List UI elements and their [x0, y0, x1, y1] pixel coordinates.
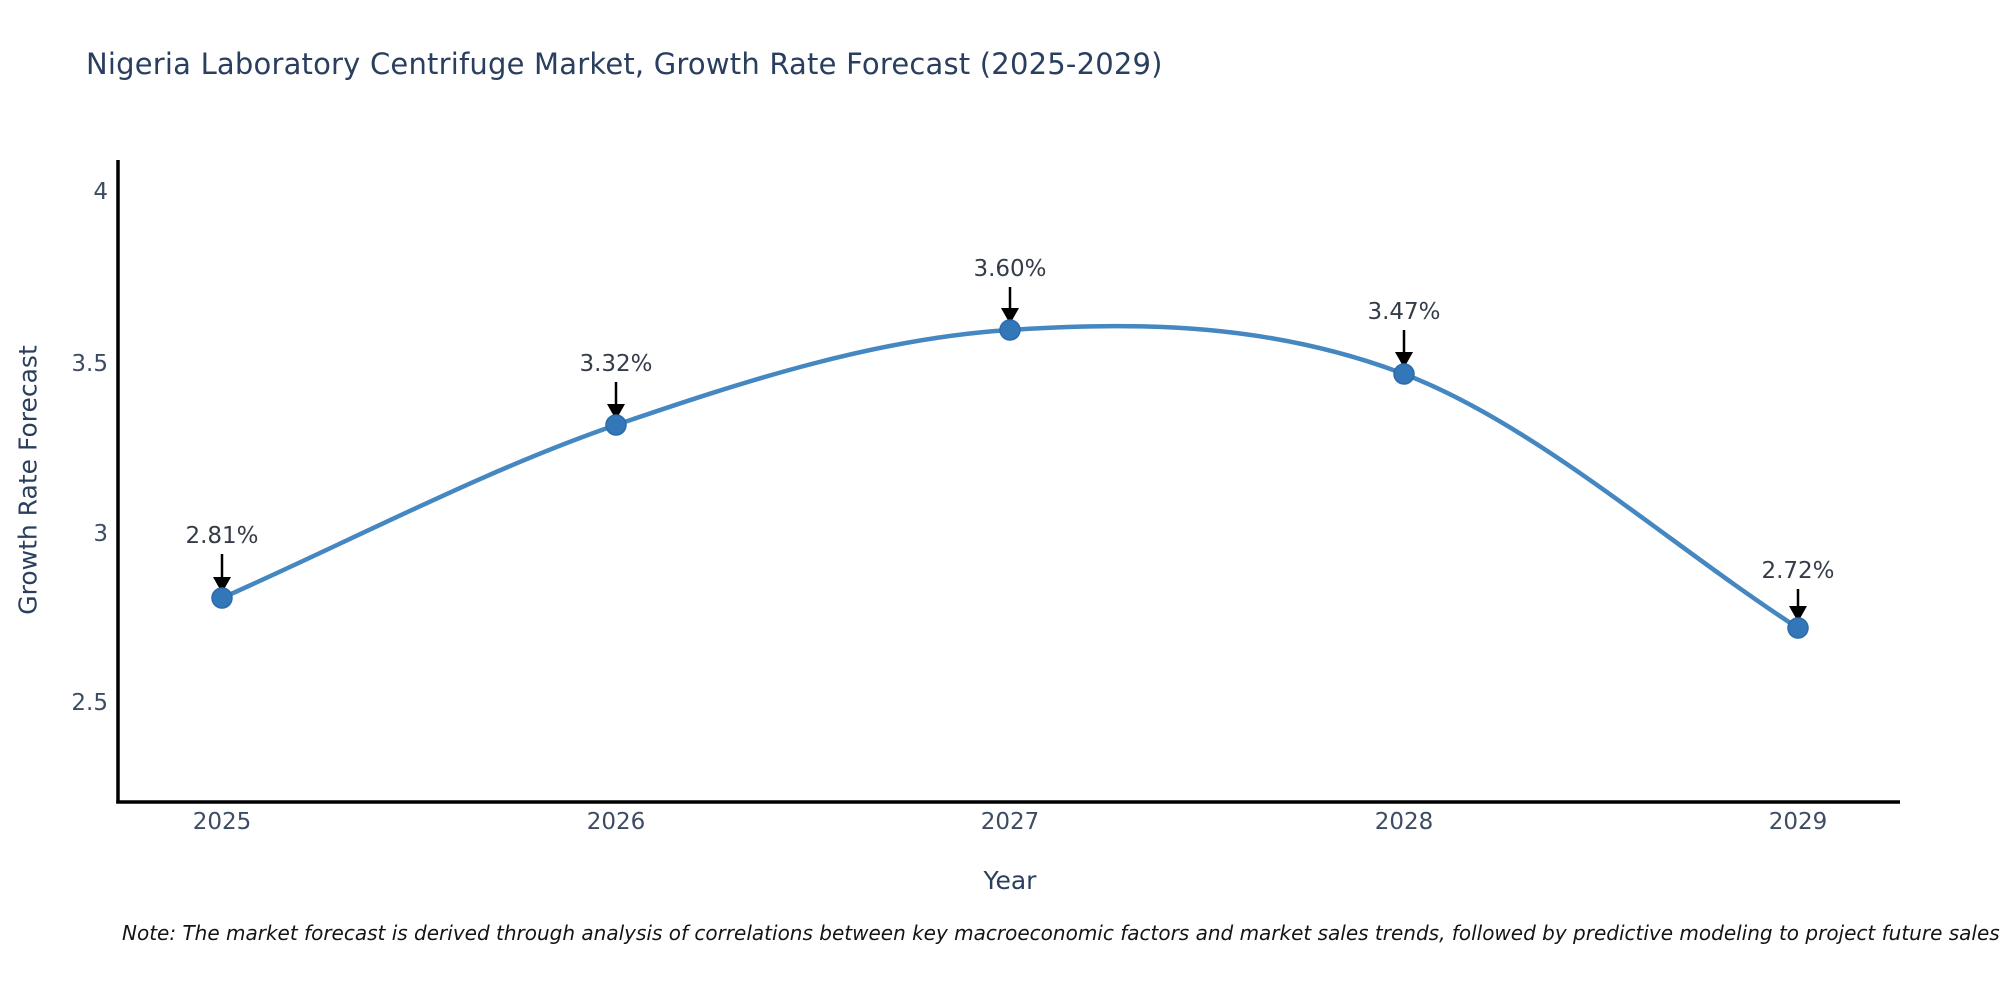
x-tick-2026: 2026 — [586, 809, 646, 835]
point-label-2029: 2.72% — [1761, 558, 1835, 584]
x-axis-title: Year — [983, 866, 1037, 895]
arrow-head-icon — [607, 404, 625, 420]
point-label-2025: 2.81% — [185, 523, 259, 549]
x-tick-2028: 2028 — [1374, 809, 1434, 835]
x-tick-2027: 2027 — [980, 809, 1040, 835]
arrow-head-icon — [1789, 606, 1807, 622]
data-point-2028[interactable] — [1393, 363, 1415, 385]
y-axis-title: Growth Rate Forecast — [13, 345, 43, 615]
point-label-2027: 3.60% — [973, 256, 1047, 282]
annotation-arrow-2029 — [1789, 589, 1807, 622]
annotation-arrow-2027 — [1001, 287, 1019, 324]
data-point-2026[interactable] — [605, 414, 627, 436]
data-point-2027[interactable] — [999, 319, 1021, 341]
data-point-2025[interactable] — [211, 587, 233, 609]
y-tick-2-5: 2.5 — [71, 690, 108, 716]
chart-footnote: Note: The market forecast is derived thr… — [122, 921, 2000, 945]
data-point-2029[interactable] — [1787, 617, 1809, 639]
arrow-head-icon — [1001, 308, 1019, 324]
chart-title: Nigeria Laboratory Centrifuge Market, Gr… — [86, 47, 1163, 81]
annotation-arrow-2026 — [607, 382, 625, 420]
point-label-2028: 3.47% — [1367, 299, 1441, 325]
point-label-2026: 3.32% — [579, 351, 653, 377]
annotation-arrow-2028 — [1395, 330, 1413, 368]
annotation-arrow-2025 — [213, 554, 231, 593]
y-tick-4: 4 — [93, 179, 108, 205]
arrow-head-icon — [213, 577, 231, 593]
x-tick-2029: 2029 — [1768, 809, 1828, 835]
arrow-head-icon — [1395, 352, 1413, 368]
x-tick-2025: 2025 — [192, 809, 252, 835]
y-tick-3-5: 3.5 — [71, 351, 108, 377]
forecast-line-series — [219, 323, 1801, 631]
y-tick-3: 3 — [93, 521, 108, 547]
